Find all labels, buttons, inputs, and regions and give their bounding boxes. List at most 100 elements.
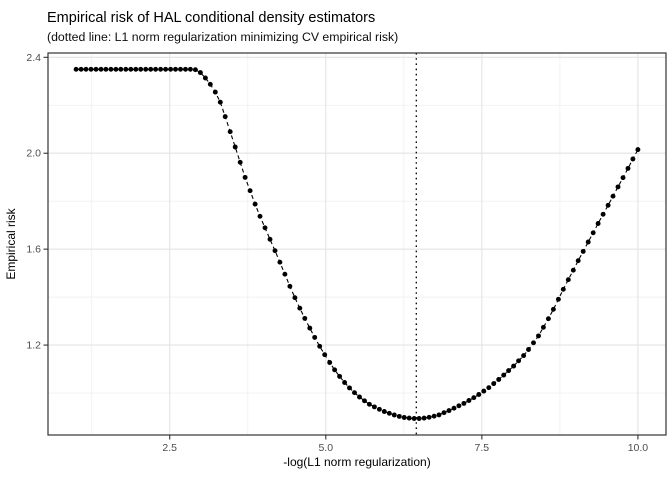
data-point xyxy=(297,305,303,311)
data-point xyxy=(217,99,223,105)
chart-title: Empirical risk of HAL conditional densit… xyxy=(47,10,375,26)
data-point xyxy=(600,211,606,217)
data-point xyxy=(555,296,561,302)
data-point xyxy=(501,372,507,378)
data-point xyxy=(133,66,139,72)
data-point xyxy=(491,381,497,387)
data-point xyxy=(78,66,84,72)
data-point xyxy=(197,70,203,76)
data-point xyxy=(168,66,174,72)
data-point xyxy=(257,213,263,219)
data-point xyxy=(411,416,417,421)
y-tick-label: 2.0 xyxy=(26,148,41,160)
data-point xyxy=(118,66,124,72)
data-point xyxy=(396,413,402,419)
data-point xyxy=(416,416,422,421)
x-tick-label: 10.0 xyxy=(628,442,649,454)
data-point xyxy=(342,380,348,385)
data-point xyxy=(456,403,462,409)
data-point xyxy=(580,248,586,254)
data-point xyxy=(560,286,566,292)
data-point xyxy=(327,360,333,365)
data-point xyxy=(540,324,546,330)
data-point xyxy=(585,239,591,245)
data-point xyxy=(371,404,377,410)
data-point xyxy=(595,221,601,226)
data-point xyxy=(575,258,581,264)
data-point xyxy=(108,66,114,72)
data-point xyxy=(103,66,109,72)
data-point xyxy=(123,66,129,72)
data-point xyxy=(163,66,169,72)
series-points xyxy=(73,66,641,421)
data-point xyxy=(615,184,621,190)
data-point xyxy=(481,388,487,394)
x-tick-label: 5.0 xyxy=(318,442,333,454)
data-point xyxy=(183,66,188,72)
data-point xyxy=(511,363,517,369)
x-axis-title: -log(L1 norm regularization) xyxy=(283,455,430,469)
data-point xyxy=(192,67,198,73)
data-point xyxy=(312,334,318,340)
data-point xyxy=(620,175,626,181)
data-point xyxy=(446,408,452,414)
data-point xyxy=(272,248,278,254)
data-point xyxy=(73,66,79,72)
data-point xyxy=(421,415,427,421)
data-point xyxy=(347,385,352,391)
data-point xyxy=(506,368,512,374)
data-point xyxy=(366,401,372,407)
data-point xyxy=(337,373,343,379)
data-point xyxy=(332,367,338,373)
data-point xyxy=(466,398,472,403)
data-point xyxy=(391,412,397,418)
data-point xyxy=(153,66,159,72)
data-point xyxy=(536,333,541,339)
data-point xyxy=(436,412,442,418)
data-point xyxy=(237,159,243,165)
data-point xyxy=(376,406,382,412)
data-point xyxy=(128,66,134,72)
data-point xyxy=(431,413,437,419)
data-point xyxy=(222,114,228,120)
data-point xyxy=(386,410,392,416)
data-point xyxy=(262,225,268,231)
x-tick-label: 2.5 xyxy=(162,442,177,454)
data-point xyxy=(178,66,183,72)
y-tick-label: 1.6 xyxy=(26,244,41,256)
data-point xyxy=(252,201,258,207)
panel-background xyxy=(48,53,666,435)
data-point xyxy=(357,394,362,400)
data-point xyxy=(247,188,253,194)
data-point xyxy=(143,66,149,72)
data-point xyxy=(307,325,313,331)
axis-ticks xyxy=(43,56,639,440)
data-point xyxy=(401,415,407,420)
data-point xyxy=(148,66,154,72)
data-point xyxy=(565,277,571,283)
data-point xyxy=(426,414,432,420)
y-axis-title: Empirical risk xyxy=(4,207,18,279)
panel-bg-rect xyxy=(48,53,666,435)
data-point xyxy=(302,315,308,321)
data-point xyxy=(625,165,631,171)
data-point xyxy=(461,400,467,406)
data-point xyxy=(550,306,556,312)
axis-tick-labels: 2.5 5.0 7.5 10.0 1.2 1.6 2.0 2.4 xyxy=(26,52,648,454)
data-point xyxy=(322,352,328,358)
data-point xyxy=(113,66,119,72)
x-tick-label: 7.5 xyxy=(475,442,490,454)
data-point xyxy=(406,415,412,421)
data-point xyxy=(207,81,213,87)
data-point xyxy=(526,347,531,352)
chart-subtitle: (dotted line: L1 norm regularization min… xyxy=(47,30,398,44)
data-point xyxy=(362,398,367,404)
data-point xyxy=(173,66,178,72)
data-point xyxy=(242,174,248,180)
data-point xyxy=(476,392,482,397)
grid-major xyxy=(48,53,666,435)
y-tick-label: 1.2 xyxy=(26,340,41,352)
data-point xyxy=(605,202,611,208)
